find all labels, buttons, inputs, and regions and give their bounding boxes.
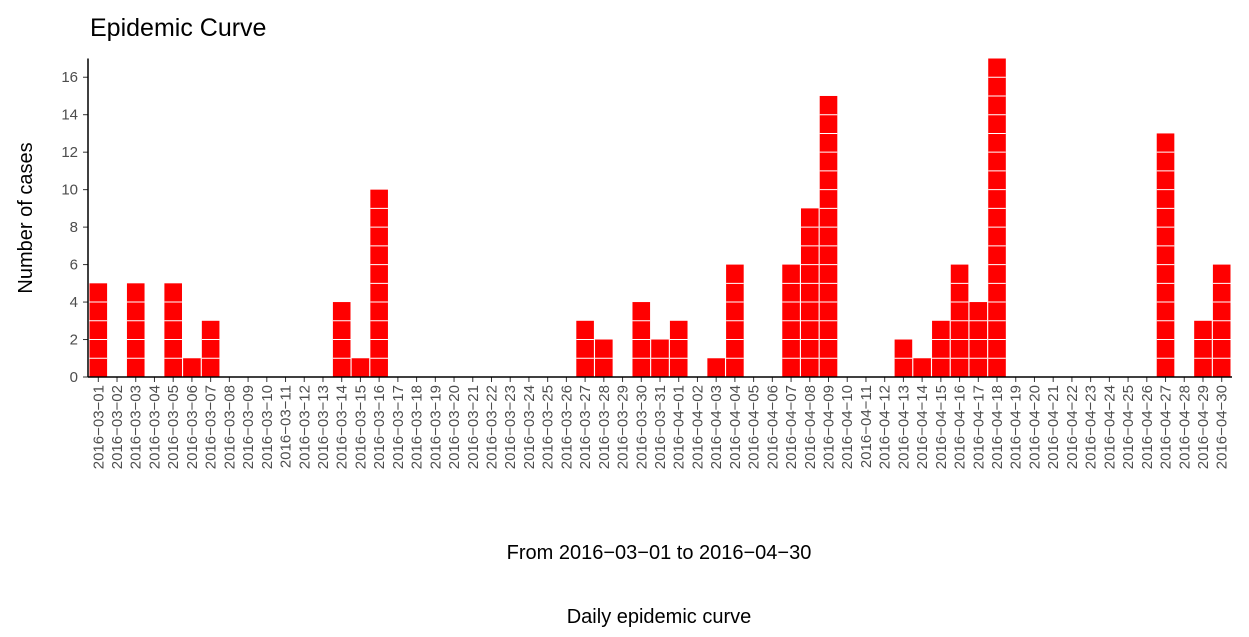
x-tick-label: 2016−04−26: [1139, 385, 1156, 469]
x-tick-label: 2016−04−01: [671, 385, 688, 469]
y-axis-label: Number of cases: [15, 142, 37, 293]
y-tick-label: 8: [70, 219, 78, 236]
y-tick-label: 6: [70, 257, 78, 274]
y-tick-label: 10: [61, 182, 78, 199]
x-tick-label: 2016−04−23: [1083, 385, 1100, 469]
x-tick-label: 2016−03−19: [427, 385, 444, 469]
x-tick-label: 2016−04−27: [1158, 385, 1175, 469]
bar: [707, 358, 725, 377]
x-tick-label: 2016−03−30: [633, 385, 650, 469]
bar: [183, 358, 201, 377]
x-tick-label: 2016−04−25: [1120, 385, 1137, 469]
x-tick-label: 2016−03−25: [540, 385, 557, 469]
x-axis-label: From 2016−03−01 to 2016−04−30: [507, 542, 812, 564]
x-tick-label: 2016−03−07: [203, 385, 220, 469]
x-tick-label: 2016−04−13: [895, 385, 912, 469]
y-tick-label: 16: [61, 69, 78, 86]
x-tick-label: 2016−04−20: [1026, 385, 1043, 469]
bar: [988, 58, 1006, 377]
x-tick-label: 2016−04−12: [877, 385, 894, 469]
x-tick-label: 2016−03−18: [409, 385, 426, 469]
bar: [1194, 320, 1212, 377]
x-tick-label: 2016−04−09: [821, 385, 838, 469]
x-tick-label: 2016−03−24: [521, 385, 538, 469]
bar: [164, 283, 182, 377]
x-tick-label: 2016−04−05: [746, 385, 763, 469]
x-tick-label: 2016−04−06: [764, 385, 781, 469]
x-tick-label: 2016−04−28: [1176, 385, 1193, 469]
x-tick-label: 2016−03−05: [165, 385, 182, 469]
x-tick-label: 2016−03−16: [371, 385, 388, 469]
y-tick-label: 14: [61, 107, 78, 124]
x-tick-label: 2016−04−18: [989, 385, 1006, 469]
x-tick-label: 2016−03−20: [446, 385, 463, 469]
x-tick-label: 2016−04−30: [1214, 385, 1231, 469]
x-tick-label: 2016−03−02: [109, 385, 126, 469]
bar: [201, 320, 220, 377]
x-tick-label: 2016−03−27: [577, 385, 594, 469]
bar: [819, 95, 838, 378]
bar: [669, 320, 688, 377]
y-tick-label: 2: [70, 332, 78, 349]
x-tick-label: 2016−04−17: [970, 385, 987, 469]
bar: [126, 283, 145, 377]
x-tick-label: 2016−04−14: [914, 385, 931, 469]
bar: [576, 320, 594, 377]
x-tick-label: 2016−03−10: [259, 385, 276, 469]
x-tick-label: 2016−03−15: [352, 385, 369, 469]
chart-title: Epidemic Curve: [90, 14, 266, 42]
y-tick-label: 0: [70, 369, 78, 386]
x-tick-label: 2016−03−22: [483, 385, 500, 469]
x-tick-label: 2016−03−26: [558, 385, 575, 469]
x-tick-label: 2016−04−22: [1064, 385, 1081, 469]
caption: Daily epidemic curve: [567, 606, 752, 628]
x-tick-label: 2016−03−23: [502, 385, 519, 469]
x-tick-label: 2016−03−03: [128, 385, 145, 469]
bar: [89, 283, 108, 377]
x-tick-label: 2016−04−21: [1045, 385, 1062, 469]
x-tick-label: 2016−03−21: [465, 385, 482, 469]
x-tick-label: 2016−04−04: [727, 385, 744, 469]
x-tick-label: 2016−03−11: [278, 385, 295, 468]
y-tick-label: 12: [61, 144, 78, 161]
x-tick-label: 2016−04−24: [1101, 385, 1118, 469]
x-tick-label: 2016−03−01: [90, 385, 107, 469]
x-tick-label: 2016−04−03: [708, 385, 725, 469]
x-tick-label: 2016−04−29: [1195, 385, 1212, 469]
x-tick-label: 2016−03−08: [221, 385, 238, 469]
bar: [1156, 133, 1175, 377]
x-tick-label: 2016−03−29: [615, 385, 632, 469]
x-tick-label: 2016−04−08: [802, 385, 819, 469]
x-tick-label: 2016−03−13: [315, 385, 332, 469]
x-tick-label: 2016−03−04: [146, 385, 163, 469]
y-tick-label: 4: [70, 294, 78, 311]
x-tick-label: 2016−03−09: [240, 385, 257, 469]
bar: [913, 358, 931, 377]
x-tick-label: 2016−04−10: [839, 385, 856, 469]
bar: [351, 358, 370, 377]
x-tick-label: 2016−03−06: [184, 385, 201, 469]
x-tick-label: 2016−04−02: [689, 385, 706, 469]
bar: [932, 320, 950, 377]
x-tick-label: 2016−03−17: [390, 385, 407, 469]
x-tick-label: 2016−04−16: [952, 385, 969, 469]
bar: [800, 208, 819, 377]
x-tick-label: 2016−04−11: [858, 385, 875, 468]
x-tick-label: 2016−04−19: [1008, 385, 1025, 469]
x-tick-label: 2016−03−14: [334, 385, 351, 469]
x-tick-label: 2016−04−15: [933, 385, 950, 469]
x-tick-label: 2016−03−28: [596, 385, 613, 469]
x-tick-label: 2016−03−31: [652, 385, 669, 469]
x-tick-label: 2016−04−07: [783, 385, 800, 469]
x-tick-label: 2016−03−12: [296, 385, 313, 469]
